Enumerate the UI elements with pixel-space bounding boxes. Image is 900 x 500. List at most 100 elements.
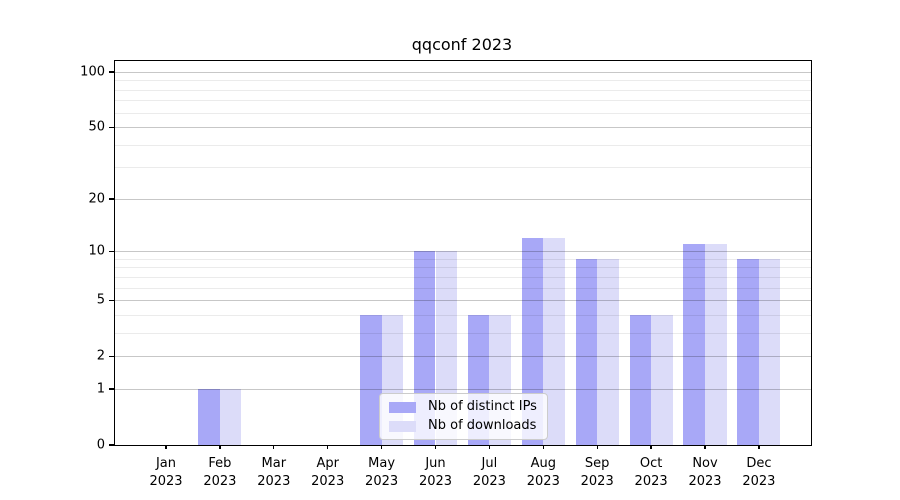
x-tick-label: Apr 2023: [298, 455, 358, 490]
gridline-minor: [115, 287, 811, 289]
plot-area: Nb of distinct IPs Nb of downloads 0 1 2 5 1…: [80, 60, 812, 489]
x-tick-year: 2023: [311, 473, 345, 489]
x-tick-year: 2023: [580, 473, 614, 489]
x-tick-mark: [542, 445, 544, 449]
x-tick-month: Apr: [316, 456, 339, 471]
gridline-minor: [115, 167, 811, 169]
gridline-major: [115, 251, 811, 253]
x-tick-month: Sep: [584, 456, 610, 471]
y-tick-label: 2: [96, 348, 105, 364]
x-tick-month: Dec: [746, 456, 772, 471]
bar-distinct-ips: [360, 314, 382, 445]
bar-downloads: [758, 258, 781, 445]
gridline-minor: [115, 314, 811, 316]
gridline-minor: [115, 267, 811, 269]
y-tick-mark: [109, 126, 114, 128]
y-tick-label: 5: [96, 292, 105, 308]
x-tick-year: 2023: [203, 473, 237, 489]
x-tick-label: Oct 2023: [621, 455, 681, 490]
legend-item-distinct-ips: Nb of distinct IPs: [389, 400, 537, 414]
x-tick-mark: [596, 445, 598, 449]
x-tick-label: Sep 2023: [567, 455, 627, 490]
x-tick-year: 2023: [688, 473, 722, 489]
legend-label-distinct-ips: Nb of distinct IPs: [428, 399, 537, 414]
gridline-minor: [115, 332, 811, 334]
gridline-major: [115, 388, 811, 390]
x-tick-label: Jun 2023: [406, 455, 466, 490]
x-tick-mark: [704, 445, 706, 449]
bar-distinct-ips: [737, 258, 759, 445]
gridline-major: [115, 356, 811, 358]
bar-downloads: [543, 237, 565, 445]
gridline-minor: [115, 144, 811, 146]
x-tick-month: May: [368, 456, 396, 471]
x-tick-year: 2023: [526, 473, 560, 489]
x-tick-mark: [488, 445, 491, 449]
x-tick-mark: [165, 445, 167, 449]
x-tick-mark: [380, 445, 383, 449]
y-tick-label: 20: [88, 191, 105, 207]
legend-item-downloads: Nb of downloads: [389, 419, 537, 433]
y-tick-mark: [109, 388, 114, 390]
gridline-major: [115, 72, 811, 73]
gridline-minor: [115, 276, 811, 278]
y-tick-mark: [109, 198, 114, 200]
legend-label-downloads: Nb of downloads: [428, 418, 537, 433]
x-tick-label: May 2023: [352, 455, 412, 490]
x-tick-month: Oct: [639, 456, 663, 471]
gridline-major: [115, 300, 811, 302]
gridline-major: [115, 127, 811, 129]
x-tick-year: 2023: [472, 473, 506, 489]
legend-swatch-downloads: [389, 420, 416, 432]
chart-title: qqconf 2023: [411, 35, 513, 54]
legend-swatch-distinct-ips: [389, 401, 416, 413]
x-tick-year: 2023: [365, 473, 399, 489]
x-tick-month: Aug: [530, 456, 556, 471]
x-tick-month: Jun: [425, 456, 446, 471]
x-tick-label: Dec 2023: [729, 455, 789, 490]
y-tick-label: 100: [80, 64, 105, 80]
bar-downloads: [219, 388, 242, 445]
gridline-minor: [115, 100, 811, 102]
x-tick-year: 2023: [149, 473, 183, 489]
x-tick-year: 2023: [742, 473, 776, 489]
y-tick-mark: [109, 444, 114, 446]
x-tick-label: Mar 2023: [244, 455, 304, 490]
x-tick-month: Nov: [692, 456, 718, 471]
gridline-major: [115, 198, 811, 200]
x-tick-label: Feb 2023: [190, 455, 250, 490]
bar-distinct-ips: [683, 244, 705, 445]
x-tick-year: 2023: [634, 473, 668, 489]
y-tick-mark: [109, 355, 114, 357]
x-tick-month: Feb: [208, 456, 232, 471]
x-tick-label: Nov 2023: [675, 455, 735, 490]
y-tick-label: 0: [96, 437, 105, 453]
y-tick-label: 10: [88, 243, 105, 259]
bar-downloads: [597, 258, 619, 445]
legend: Nb of distinct IPs Nb of downloads: [379, 393, 548, 440]
x-tick-mark: [650, 445, 652, 449]
x-tick-year: 2023: [418, 473, 453, 489]
bar-downloads: [705, 244, 727, 445]
x-tick-mark: [327, 445, 329, 449]
bar-distinct-ips: [575, 258, 598, 445]
y-tick-label: 50: [88, 119, 105, 135]
bar-distinct-ips: [629, 314, 652, 445]
x-tick-mark: [758, 445, 760, 449]
y-tick-mark: [109, 299, 114, 301]
x-tick-mark: [434, 445, 437, 449]
x-tick-label: Aug 2023: [513, 455, 573, 490]
gridline-minor: [115, 258, 811, 260]
y-tick-mark: [109, 250, 114, 252]
bar-distinct-ips: [198, 388, 220, 445]
x-tick-label: Jul 2023: [459, 455, 519, 490]
x-tick-label: Jan 2023: [136, 455, 196, 490]
y-tick-label: 1: [96, 381, 105, 397]
gridline-minor: [115, 89, 811, 91]
x-tick-month: Mar: [261, 456, 287, 471]
gridline-minor: [115, 112, 811, 114]
y-tick-mark: [109, 71, 114, 73]
x-tick-year: 2023: [257, 473, 291, 489]
gridline-minor: [115, 80, 811, 82]
x-tick-month: Jan: [155, 456, 177, 471]
